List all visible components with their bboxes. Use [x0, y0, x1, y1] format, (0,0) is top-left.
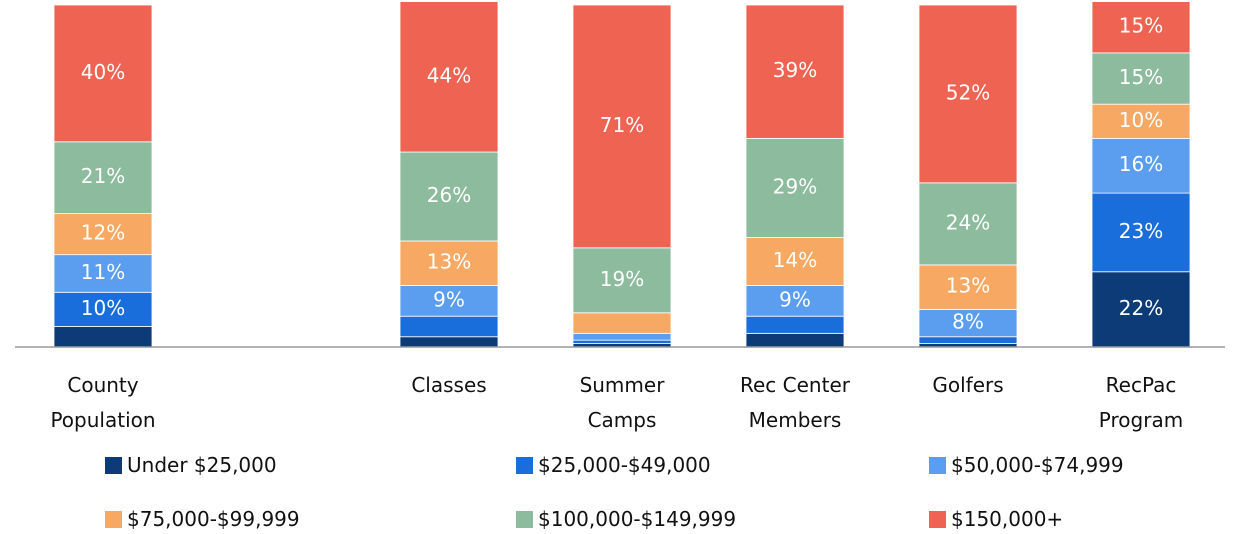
bar-segment	[53, 291, 153, 327]
bar-segment	[918, 336, 1018, 344]
legend-swatch	[929, 456, 946, 474]
bar-segment	[399, 1, 499, 153]
data-label: 71%	[600, 113, 644, 137]
data-label: 10%	[81, 296, 125, 320]
data-label: 13%	[427, 250, 471, 274]
legend-entry: $75,000-$99,999	[105, 507, 300, 531]
legend-entry: $100,000-$149,999	[516, 507, 736, 531]
bar-segment	[572, 312, 672, 334]
x-tick-label: RecPac Program	[1098, 373, 1184, 432]
legend-swatch	[516, 456, 533, 474]
data-label: 8%	[952, 310, 984, 334]
bar-segment	[918, 4, 1018, 184]
data-label: 11%	[81, 260, 125, 284]
data-label: 23%	[1119, 219, 1163, 243]
data-label: 29%	[773, 174, 817, 198]
data-label: 40%	[81, 60, 125, 84]
bar-segment	[745, 332, 845, 348]
data-label: 39%	[773, 58, 817, 82]
legend-label: $150,000+	[951, 507, 1064, 531]
legend-entry: $150,000+	[929, 507, 1063, 531]
bar-segment	[572, 247, 672, 314]
legend-swatch	[929, 510, 946, 528]
bar-segment	[918, 308, 1018, 338]
x-tick-label: County Population	[50, 373, 156, 432]
x-tick-label: Golfers	[932, 373, 1004, 397]
bar-segment	[399, 285, 499, 317]
data-label: 22%	[1119, 296, 1163, 320]
bar-segment	[53, 213, 153, 256]
bar-segment	[572, 4, 672, 249]
data-label: 14%	[773, 248, 817, 272]
bar-segment	[399, 336, 499, 348]
data-label: 44%	[427, 63, 471, 87]
bar-segment	[745, 285, 845, 317]
bar-segment	[53, 254, 153, 293]
data-label: 26%	[427, 183, 471, 207]
bar-segment	[1091, 137, 1191, 194]
legend-entry: Under $25,000	[105, 453, 277, 477]
legend-swatch	[516, 510, 533, 528]
data-label: 52%	[946, 80, 990, 104]
data-label: 19%	[600, 267, 644, 291]
data-label: 9%	[779, 287, 811, 311]
legend-label: $50,000-$74,999	[951, 453, 1124, 477]
bar-segment	[918, 182, 1018, 266]
bar-segment	[399, 315, 499, 338]
bar-segment	[1091, 1, 1191, 54]
bar-segment	[399, 240, 499, 286]
legend-swatch	[105, 456, 122, 474]
bar-segment	[1091, 103, 1191, 139]
bar-segment	[572, 332, 672, 341]
bar-segment	[399, 151, 499, 242]
bar-segment	[745, 137, 845, 238]
data-label: 12%	[81, 221, 125, 245]
data-label: 15%	[1119, 65, 1163, 89]
data-label: 16%	[1119, 152, 1163, 176]
legend-label: $25,000-$49,000	[538, 453, 711, 477]
bar-segment	[745, 4, 845, 139]
bar-segment	[53, 4, 153, 143]
data-label: 15%	[1119, 14, 1163, 38]
data-label: 21%	[81, 164, 125, 188]
legend-label: $75,000-$99,999	[127, 507, 300, 531]
legend-entry: $50,000-$74,999	[929, 453, 1124, 477]
bar-segment	[53, 326, 153, 348]
data-label: 9%	[433, 287, 465, 311]
legend-swatch	[105, 510, 122, 528]
x-tick-label: Classes	[411, 373, 487, 397]
bar-segment	[572, 339, 672, 344]
legend-entry: $25,000-$49,000	[516, 453, 711, 477]
legend-label: Under $25,000	[127, 453, 277, 477]
x-tick-label: Rec Center Members	[740, 373, 850, 432]
data-label: 10%	[1119, 108, 1163, 132]
x-tick-label: Summer Camps	[579, 373, 665, 432]
data-label: 13%	[946, 274, 990, 298]
bar-segment	[745, 315, 845, 334]
data-label: 24%	[946, 210, 990, 234]
legend-label: $100,000-$149,999	[538, 507, 737, 531]
